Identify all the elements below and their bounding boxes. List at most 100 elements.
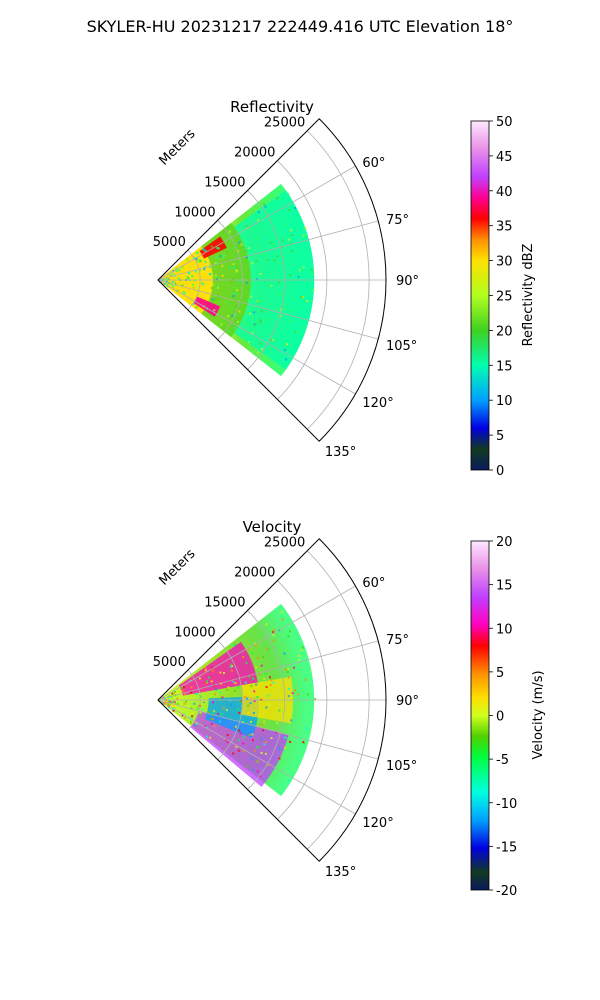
velocity-speckle [263, 677, 266, 680]
reflectivity-speckle [232, 263, 235, 266]
velocity-speckle [250, 720, 252, 723]
velocity-speckle [232, 680, 235, 683]
velocity-speckle [283, 652, 286, 655]
reflectivity-speckle [232, 295, 235, 298]
reflectivity-speckle [237, 320, 239, 323]
velocity-speckle [265, 686, 268, 688]
velocity-speckle [167, 700, 170, 703]
velocity-speckle [256, 770, 259, 773]
velocity-colorbar-bar [470, 540, 490, 891]
reflectivity-colorbar-tick-label: 0 [496, 464, 504, 479]
reflectivity-speckle [203, 268, 206, 271]
velocity-colorbar-tick-label: -15 [496, 840, 517, 855]
reflectivity-speckle [267, 223, 270, 226]
reflectivity-speckle [195, 258, 198, 261]
velocity-speckle [250, 757, 253, 760]
reflectivity-speckle [288, 323, 291, 326]
velocity-range-ticks: 5000 10000 15000 20000 25000 [153, 536, 306, 670]
velocity-speckle [190, 707, 193, 710]
velocity-colorbar-tick-label: 5 [496, 666, 504, 681]
velocity-speckle [194, 724, 197, 727]
reflectivity-speckle [189, 265, 192, 268]
velocity-title: Velocity [243, 518, 302, 536]
velocity-speckle [249, 702, 252, 705]
velocity-speckle [166, 700, 168, 703]
reflectivity-speckle [257, 219, 260, 222]
reflectivity-speckle [237, 250, 240, 253]
velocity-speckle [231, 665, 234, 668]
velocity-speckle [212, 670, 214, 673]
velocity-speckle [230, 703, 233, 706]
reflectivity-speckle [215, 247, 218, 249]
velocity-speckle [297, 693, 300, 696]
velocity-speckle [237, 686, 240, 689]
reflectivity-speckle [287, 192, 290, 195]
velocity-speckle [206, 735, 208, 738]
reflectivity-speckle [171, 272, 174, 275]
reflectivity-speckle [226, 251, 228, 254]
reflectivity-speckle [228, 329, 230, 332]
velocity-speckle [278, 747, 281, 750]
reflectivity-speckle [219, 255, 222, 258]
velocity-speckle [232, 752, 235, 755]
reflectivity-colorbar: 0 5 10 15 20 25 30 35 40 45 50 [470, 115, 513, 479]
velocity-speckle [252, 768, 255, 771]
velocity-speckle [208, 676, 210, 679]
reflectivity-speckle [180, 283, 183, 285]
reflectivity-speckle [248, 247, 251, 250]
reflectivity-spoke [157, 165, 356, 281]
reflectivity-speckle [168, 278, 170, 281]
reflectivity-speckle [228, 230, 231, 233]
reflectivity-speckle [266, 258, 269, 261]
reflectivity-speckle [236, 270, 239, 273]
velocity-speckle [227, 686, 230, 689]
velocity-speckle [185, 700, 187, 703]
velocity-speckle [234, 725, 237, 728]
reflectivity-speckle [170, 283, 173, 286]
reflectivity-speckle [232, 277, 235, 280]
reflectivity-speckle [276, 255, 279, 258]
velocity-panel: Velocity 5000 10000 15000 20000 25000 60° 75°… [153, 518, 546, 899]
velocity-speckle [242, 655, 245, 658]
velocity-speckle [195, 692, 198, 695]
velocity-spoke [157, 640, 379, 701]
velocity-speckle [183, 713, 185, 716]
velocity-speckle [187, 705, 190, 708]
velocity-speckle [273, 628, 276, 631]
velocity-speckle [171, 704, 174, 707]
reflectivity-speckle [238, 280, 241, 283]
velocity-speckle [176, 697, 179, 700]
reflectivity-speckle [163, 281, 165, 284]
reflectivity-speckle [171, 273, 174, 276]
velocity-speckle [233, 689, 236, 692]
reflectivity-speckle [166, 285, 169, 288]
reflectivity-speckle [260, 310, 263, 313]
reflectivity-speckle [312, 289, 315, 291]
velocity-speckle [211, 722, 213, 725]
reflectivity-speckle [191, 283, 194, 286]
velocity-speckle [201, 699, 204, 702]
reflectivity-speckle [288, 319, 291, 322]
reflectivity-speckle [311, 272, 314, 275]
velocity-azimuth-tick-label: 75° [386, 633, 409, 648]
velocity-speckle [239, 732, 242, 735]
velocity-speckle [281, 618, 284, 621]
velocity-speckle [223, 672, 225, 674]
reflectivity-speckle [259, 321, 262, 324]
velocity-speckle [205, 681, 208, 684]
reflectivity-speckle [287, 238, 290, 241]
velocity-speckle [218, 691, 221, 694]
velocity-speckle [226, 688, 229, 691]
velocity-speckle [232, 644, 235, 647]
reflectivity-speckle [184, 293, 187, 296]
velocity-speckle [206, 680, 208, 683]
reflectivity-speckle [212, 300, 215, 303]
velocity-speckle [171, 705, 174, 708]
velocity-speckle [263, 720, 266, 723]
reflectivity-speckle [184, 275, 187, 278]
velocity-speckle [242, 742, 245, 745]
reflectivity-speckle [212, 298, 215, 301]
velocity-colorbar-label: Velocity (m/s) [531, 670, 546, 759]
velocity-speckle [255, 746, 258, 749]
